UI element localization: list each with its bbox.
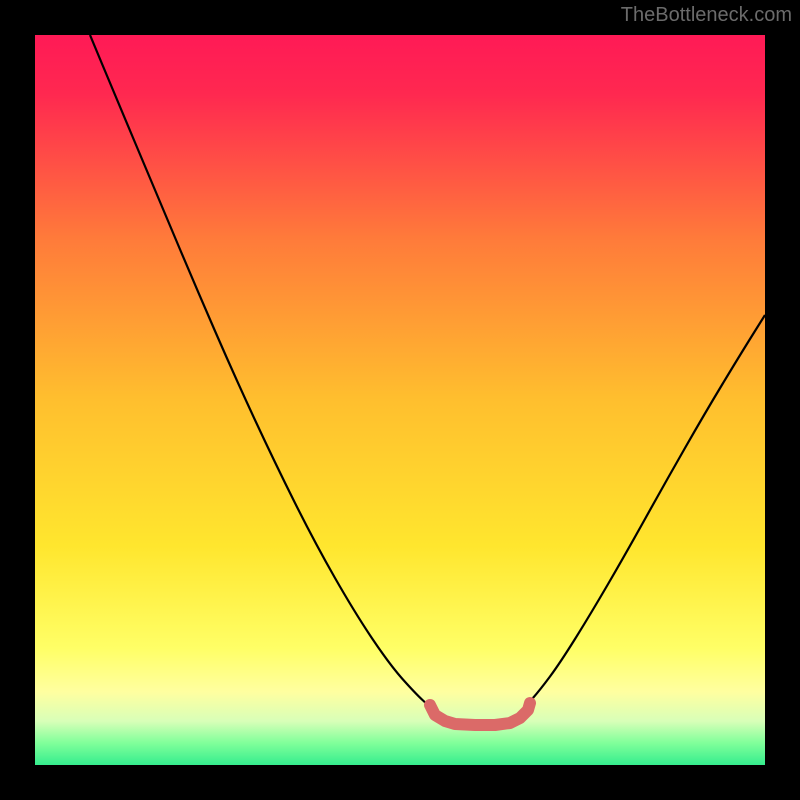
chart-plot-area [35,35,765,765]
left-curve-line [90,35,430,707]
watermark-text: TheBottleneck.com [621,4,792,27]
chart-curves [35,35,765,765]
bottom-marker-line [430,703,530,725]
chart-container: TheBottleneck.com [0,0,800,800]
right-curve-line [525,315,765,707]
